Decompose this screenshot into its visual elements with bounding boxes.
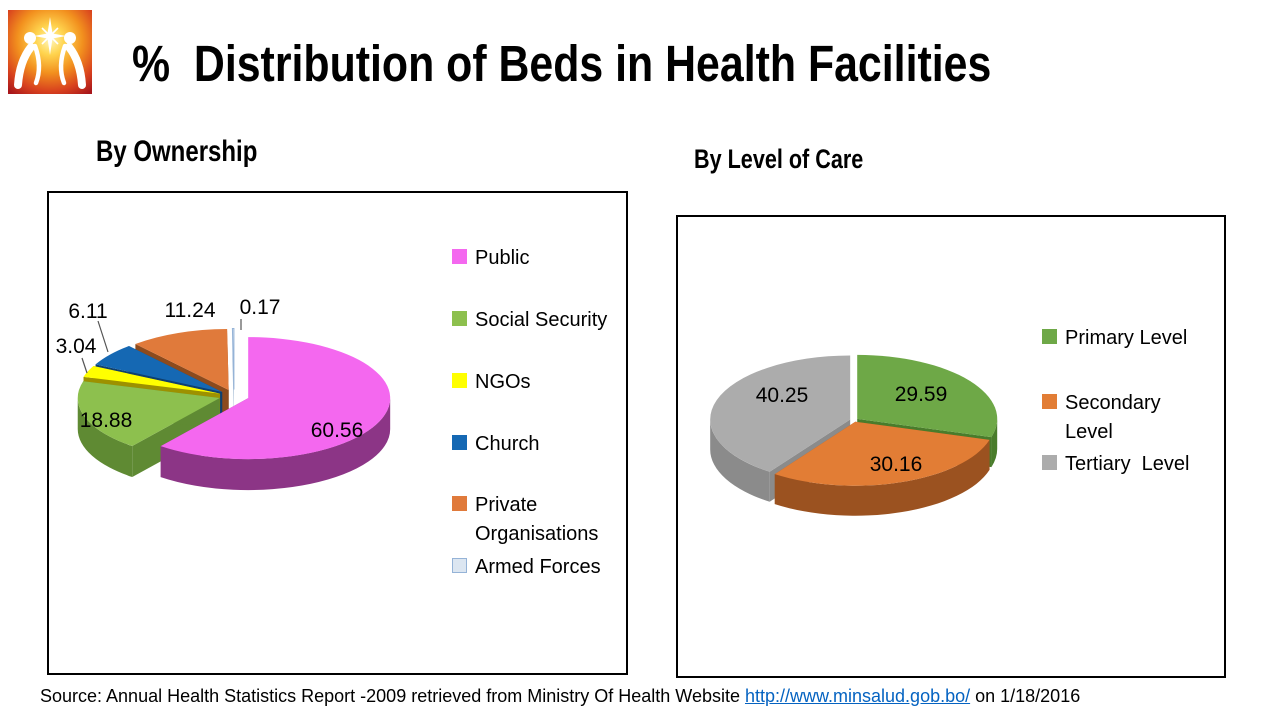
chart-title-by-ownership: By Ownership	[96, 135, 258, 168]
legend-swatch-public	[452, 249, 467, 264]
legend-item-primary-level: Primary Level	[1042, 324, 1187, 353]
data-label-secondary-level: 30.16	[869, 453, 923, 476]
source-text: Source: Annual Health Statistics Report …	[40, 686, 745, 706]
data-label-social-security: 18.88	[79, 409, 133, 432]
legend-label-tertiary-level: Tertiary Level	[1065, 453, 1190, 475]
data-label-church: 6.11	[68, 300, 108, 323]
source-note: Source: Annual Health Statistics Report …	[40, 686, 1080, 707]
data-label-primary-level: 29.59	[894, 383, 948, 406]
people-figures-icon	[14, 32, 86, 89]
legend-label-armed-forces: Armed Forces	[475, 556, 601, 578]
legend-item-public: Public	[452, 244, 529, 273]
legend-label-ngos: NGOs	[475, 371, 531, 393]
data-label-private-organisations: 11.24	[164, 299, 216, 322]
legend-swatch-secondary-level	[1042, 394, 1057, 409]
data-label-ngos: 3.04	[55, 335, 97, 358]
source-link[interactable]: http://www.minsalud.gob.bo/	[744, 686, 971, 706]
data-label-armed-forces: 0.17	[239, 296, 281, 319]
chart-title-by-level-of-care: By Level of Care	[694, 144, 864, 174]
data-label-public: 60.56	[310, 419, 364, 442]
legend-item-private-organisations: Private Organisations	[452, 491, 598, 549]
legend-swatch-church	[452, 435, 467, 450]
legend-item-social-security: Social Security	[452, 306, 607, 335]
legend-label-secondary-level: Secondary Level	[1065, 392, 1161, 443]
legend-item-tertiary-level: Tertiary Level	[1042, 450, 1190, 479]
legend-item-church: Church	[452, 430, 539, 459]
legend-swatch-armed-forces	[452, 558, 467, 573]
legend-label-private-organisations: Private Organisations	[475, 494, 599, 545]
legend-item-armed-forces: Armed Forces	[452, 553, 601, 582]
legend-item-ngos: NGOs	[452, 368, 531, 397]
legend-label-primary-level: Primary Level	[1065, 327, 1188, 349]
legend-label-public: Public	[475, 247, 530, 269]
legend-swatch-primary-level	[1042, 329, 1057, 344]
legend-item-secondary-level: Secondary Level	[1042, 389, 1161, 447]
legend-swatch-social-security	[452, 311, 467, 326]
source-date: on 1/18/2016	[970, 686, 1081, 706]
legend-swatch-private-organisations	[452, 496, 467, 511]
sunrise-figures-logo	[8, 10, 92, 94]
legend-swatch-ngos	[452, 373, 467, 388]
legend-label-church: Church	[475, 433, 540, 455]
legend-swatch-tertiary-level	[1042, 455, 1057, 470]
legend-label-social-security: Social Security	[475, 309, 608, 331]
star-icon	[34, 17, 66, 55]
data-label-tertiary-level: 40.25	[755, 384, 809, 407]
page-title: % Distribution of Beds in Health Facilit…	[132, 35, 992, 92]
